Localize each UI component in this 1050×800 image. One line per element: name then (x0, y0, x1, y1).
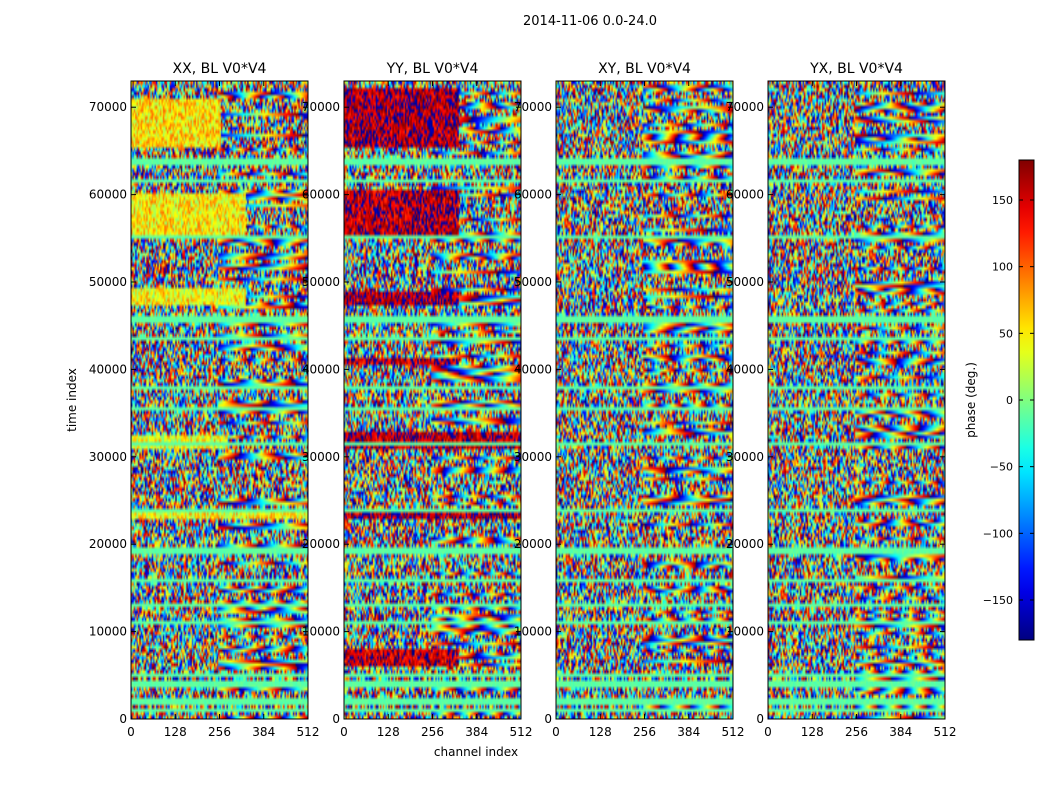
y-tick-label-xx-20000: 20000 (89, 537, 127, 551)
x-tick-label-xy-256: 256 (633, 725, 656, 739)
y-tick-label-yy-50000: 50000 (302, 275, 340, 289)
x-tick-label-yy-512: 512 (510, 725, 533, 739)
panel-title-xy: XY, BL V0*V4 (598, 61, 691, 77)
x-tick-label-xy-0: 0 (552, 725, 560, 739)
y-tick-label-xy-10000: 10000 (514, 625, 552, 639)
y-tick-label-yy-40000: 40000 (302, 362, 340, 376)
x-tick-label-xx-128: 128 (164, 725, 187, 739)
y-tick-label-xy-20000: 20000 (514, 537, 552, 551)
panel-title-xx: XX, BL V0*V4 (173, 61, 267, 77)
x-tick-label-xx-384: 384 (252, 725, 275, 739)
colorbar-tick-label-0: 0 (1006, 394, 1013, 407)
x-tick-label-yy-128: 128 (377, 725, 400, 739)
y-tick-label-xx-40000: 40000 (89, 362, 127, 376)
heatmap-xy (556, 81, 733, 719)
x-tick-label-yx-0: 0 (764, 725, 772, 739)
y-tick-label-yx-30000: 30000 (726, 450, 764, 464)
y-tick-label-yx-40000: 40000 (726, 362, 764, 376)
y-tick-label-yx-50000: 50000 (726, 275, 764, 289)
y-tick-label-yx-70000: 70000 (726, 100, 764, 114)
panel-title-yy: YY, BL V0*V4 (386, 61, 479, 77)
y-tick-label-yy-0: 0 (332, 712, 340, 726)
colorbar-tick-label-150: 150 (992, 194, 1013, 207)
x-tick-label-yy-0: 0 (340, 725, 348, 739)
x-tick-label-xy-384: 384 (677, 725, 700, 739)
panel-title-yx: YX, BL V0*V4 (809, 61, 903, 77)
y-tick-label-xy-40000: 40000 (514, 362, 552, 376)
heatmap-yx (768, 81, 945, 719)
y-tick-label-xx-10000: 10000 (89, 625, 127, 639)
y-axis-label: time index (65, 368, 79, 432)
y-tick-label-xx-30000: 30000 (89, 450, 127, 464)
y-tick-label-yy-20000: 20000 (302, 537, 340, 551)
y-tick-label-xy-30000: 30000 (514, 450, 552, 464)
x-tick-label-yx-128: 128 (801, 725, 824, 739)
colorbar-tick-label--100: −100 (983, 527, 1013, 540)
y-tick-label-yy-10000: 10000 (302, 625, 340, 639)
y-tick-label-xy-50000: 50000 (514, 275, 552, 289)
x-tick-label-xy-512: 512 (722, 725, 745, 739)
y-tick-label-yx-0: 0 (756, 712, 764, 726)
x-tick-label-yx-512: 512 (934, 725, 957, 739)
y-tick-label-yx-10000: 10000 (726, 625, 764, 639)
x-axis-label: channel index (434, 745, 518, 759)
x-tick-label-xx-512: 512 (297, 725, 320, 739)
colorbar-tick-label--50: −50 (990, 461, 1013, 474)
y-tick-label-xy-0: 0 (544, 712, 552, 726)
y-tick-label-xx-0: 0 (119, 712, 127, 726)
y-tick-label-xx-60000: 60000 (89, 188, 127, 202)
y-tick-label-yx-20000: 20000 (726, 537, 764, 551)
y-tick-label-yy-30000: 30000 (302, 450, 340, 464)
colorbar-tick-label-100: 100 (992, 261, 1013, 274)
x-tick-label-yy-384: 384 (465, 725, 488, 739)
figure-title: 2014-11-06 0.0-24.0 (523, 14, 657, 29)
colorbar-label: phase (deg.) (964, 362, 978, 438)
y-tick-label-xy-60000: 60000 (514, 188, 552, 202)
heatmap-xx (131, 81, 308, 719)
y-tick-label-xy-70000: 70000 (514, 100, 552, 114)
y-tick-label-xx-70000: 70000 (89, 100, 127, 114)
x-tick-label-xx-256: 256 (208, 725, 231, 739)
y-tick-label-yy-60000: 60000 (302, 188, 340, 202)
y-tick-label-xx-50000: 50000 (89, 275, 127, 289)
colorbar-tick-label--150: −150 (983, 594, 1013, 607)
y-tick-label-yx-60000: 60000 (726, 188, 764, 202)
x-tick-label-yy-256: 256 (421, 725, 444, 739)
heatmap-yy (344, 81, 521, 719)
y-tick-label-yy-70000: 70000 (302, 100, 340, 114)
x-tick-label-yx-256: 256 (845, 725, 868, 739)
x-tick-label-xx-0: 0 (127, 725, 135, 739)
x-tick-label-yx-384: 384 (889, 725, 912, 739)
colorbar-tick-label-50: 50 (999, 327, 1013, 340)
x-tick-label-xy-128: 128 (589, 725, 612, 739)
